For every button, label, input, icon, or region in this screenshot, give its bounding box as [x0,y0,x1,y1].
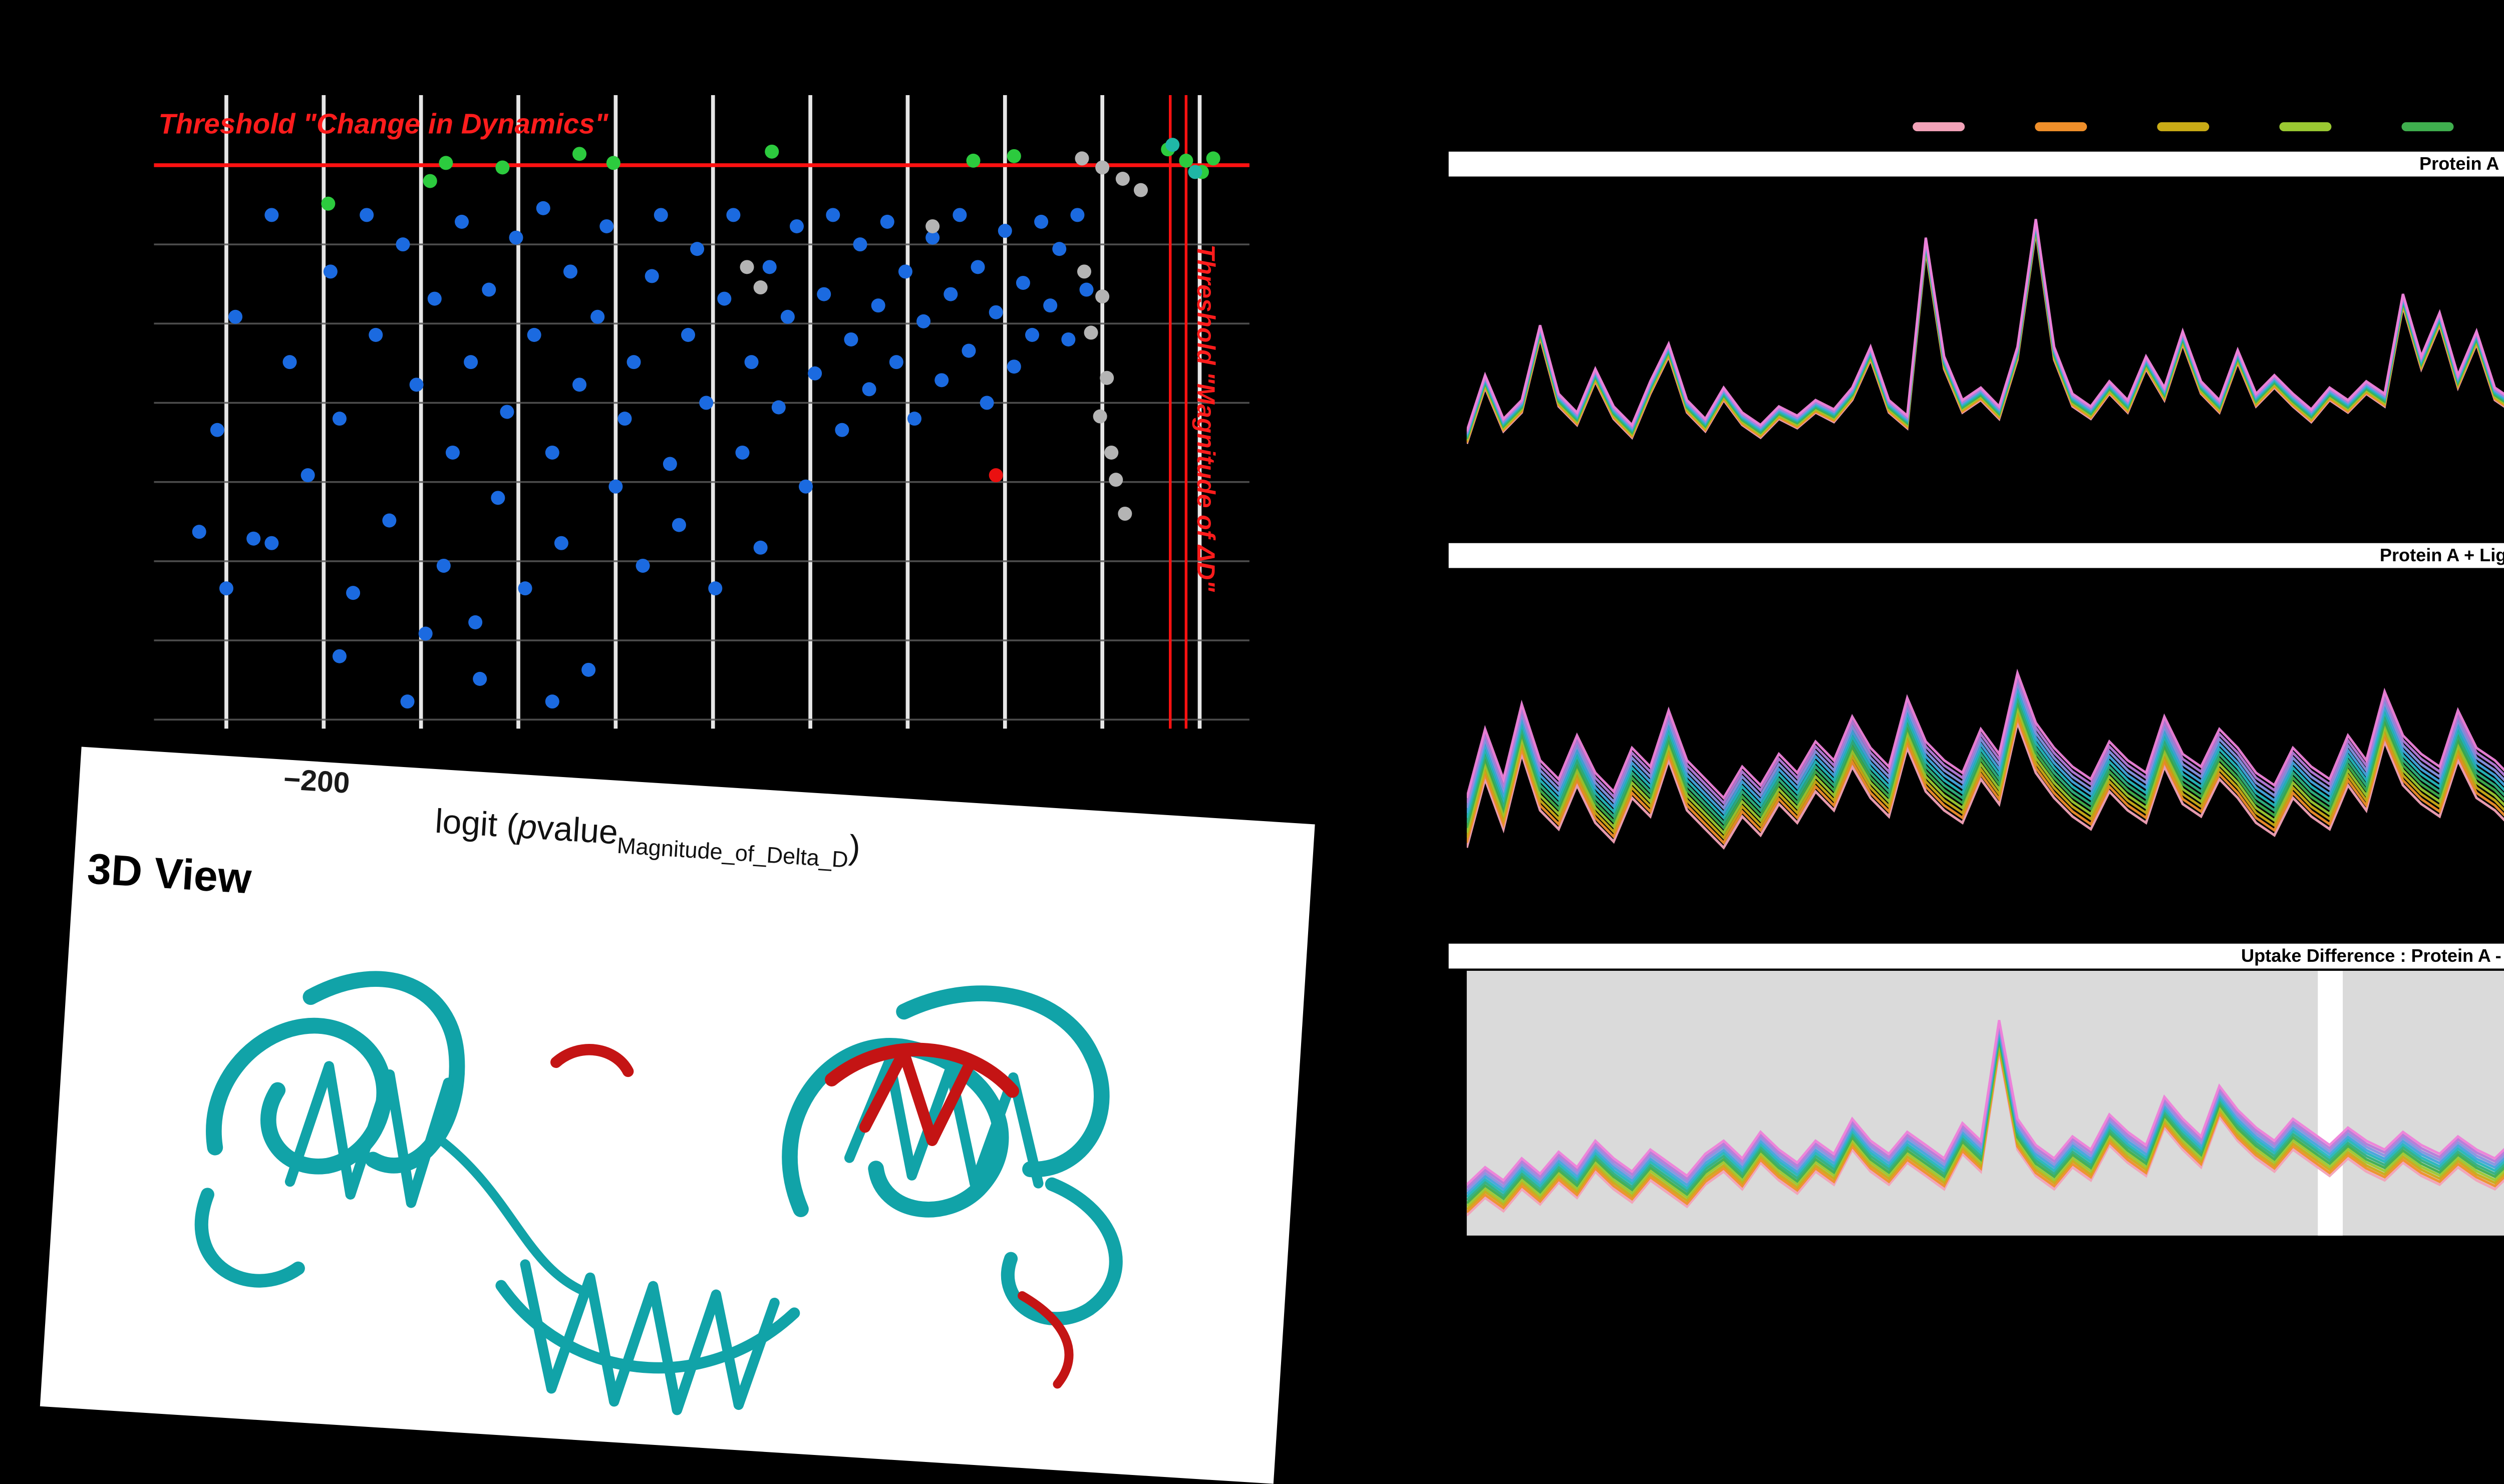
volcano-plot[interactable] [154,95,1249,729]
axis-label-subscript: Magnitude_of_Delta_D [616,835,849,875]
uptake-difference-chart[interactable] [1466,971,2504,1236]
uptake-difference-chart-box[interactable] [1466,970,2504,1236]
chart-gap-divider [2318,970,2343,1236]
timepoint-legend [1913,122,2504,132]
legend-item-3[interactable] [2279,122,2332,132]
volcano-x-axis-label: logit (pvalueMagnitude_of_Delta_D) [433,803,861,875]
volcano-x-tick: −200 [282,762,351,800]
uptake-chart-protein-a-box[interactable] [1465,181,2504,550]
3d-view-title: 3D View [86,847,253,905]
threshold-magnitude-label: Threshold "Magnitude of ΔD" [1190,244,1218,592]
protein-ribbon[interactable] [69,902,1274,1461]
panel-header-uptake-difference: Uptake Difference : Protein A - (Protein… [1448,943,2504,969]
app-canvas: Threshold "Change in Dynamics" Threshold… [40,95,2504,1484]
uptake-chart-protein-a[interactable] [1465,181,2504,539]
legend-item-0[interactable] [1913,122,1965,132]
legend-item-2[interactable] [2157,122,2210,132]
uptake-chart-protein-a-ligand-box[interactable] [1465,573,2504,942]
axis-label-pre: logit ( [434,803,519,847]
axis-label-post: ) [847,829,862,869]
axis-label-mid: value [535,809,619,853]
panel-header-protein-a: Protein A [1448,151,2504,177]
panel-header-protein-a-ligand: Protein A + Ligand [1448,543,2504,568]
uptake-chart-protein-a-ligand[interactable] [1465,573,2504,930]
axis-label-italic-p: p [516,808,538,848]
legend-item-4[interactable] [2401,122,2454,132]
protein-structure-viewport[interactable] [69,902,1274,1461]
legend-item-1[interactable] [2035,122,2087,132]
volcano-scatter-canvas[interactable] [154,95,1249,729]
threshold-dynamics-label: Threshold "Change in Dynamics" [158,108,608,141]
3d-view-panel[interactable]: −200 logit (pvalueMagnitude_of_Delta_D) … [40,747,1315,1484]
